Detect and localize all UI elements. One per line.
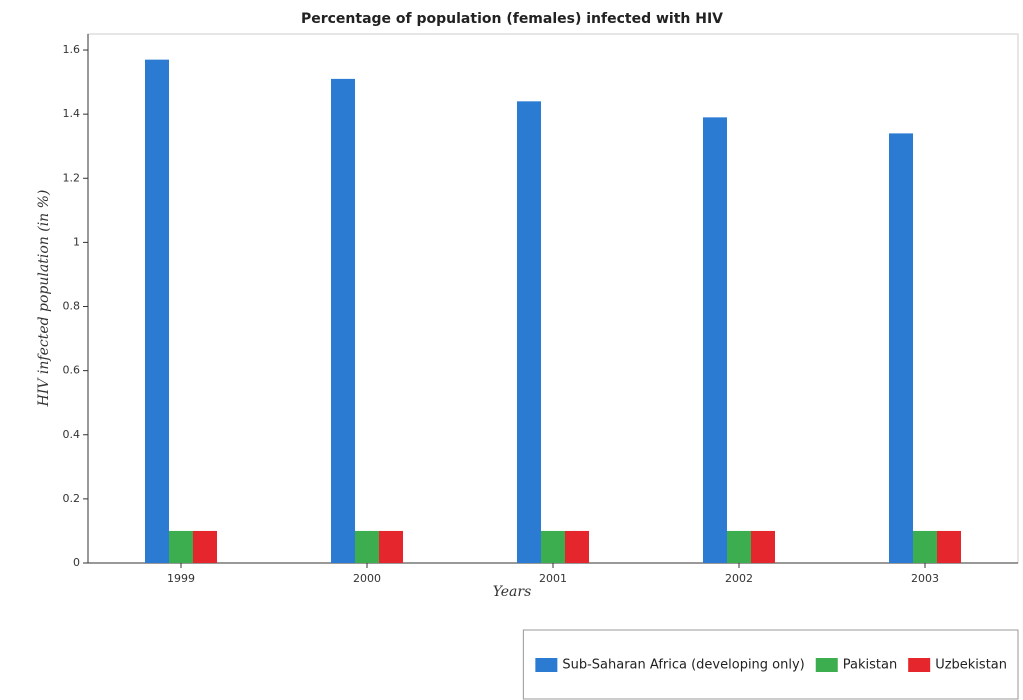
bar <box>193 530 217 563</box>
y-tick-label: 0.6 <box>63 364 81 377</box>
legend: Sub-Saharan Africa (developing only) Paki… <box>522 629 1019 700</box>
legend-label: Uzbekistan <box>935 658 1007 673</box>
legend-swatch <box>815 658 838 672</box>
bar <box>727 530 751 563</box>
y-tick-label: 1.6 <box>63 43 81 56</box>
y-tick-label: 1.4 <box>63 107 81 120</box>
bar <box>751 530 775 563</box>
bar <box>169 530 193 563</box>
legend-label: Pakistan <box>843 658 897 673</box>
x-tick-label: 2003 <box>911 572 939 585</box>
bar <box>355 530 379 563</box>
bar <box>565 530 589 563</box>
bar <box>145 59 169 563</box>
y-tick-label: 0.2 <box>63 492 81 505</box>
legend-swatch <box>535 658 558 672</box>
y-tick-label: 0.4 <box>63 428 81 441</box>
x-tick-label: 2000 <box>353 572 381 585</box>
y-tick-label: 1.2 <box>63 171 81 184</box>
chart-title: Percentage of population (females) infec… <box>301 11 723 27</box>
legend-box <box>522 629 1019 700</box>
plot-frame <box>87 33 1019 564</box>
bar <box>379 530 403 563</box>
bar <box>703 117 727 563</box>
bar <box>913 530 937 563</box>
bar <box>517 101 541 563</box>
x-tick-label: 2002 <box>725 572 753 585</box>
y-axis-label: HIV infected population (in %) <box>36 190 52 408</box>
y-tick-label: 0 <box>73 556 80 569</box>
y-tick-label: 0.8 <box>63 300 81 313</box>
legend-label: Sub-Saharan Africa (developing only) <box>562 658 804 673</box>
bar <box>937 530 961 563</box>
bar <box>889 133 913 563</box>
x-tick-label: 1999 <box>167 572 195 585</box>
y-tick-label: 1 <box>73 235 80 248</box>
x-axis-label: Years <box>493 584 532 600</box>
bar <box>541 530 565 563</box>
bar <box>331 78 355 563</box>
legend-swatch <box>908 658 931 672</box>
x-tick-label: 2001 <box>539 572 567 585</box>
